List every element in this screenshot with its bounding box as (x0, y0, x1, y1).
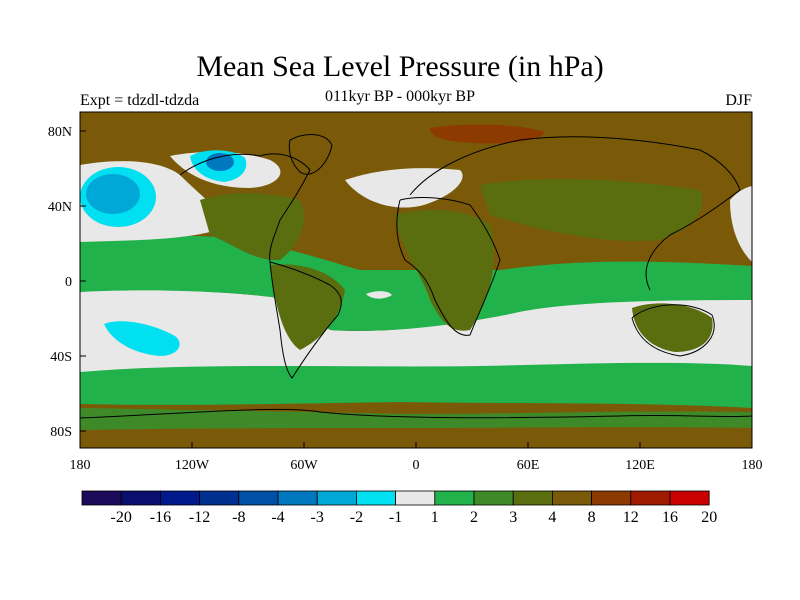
season-label: DJF (725, 92, 752, 109)
colorbar-cell (591, 490, 632, 506)
coast-antarctica (80, 408, 752, 419)
lat-tick-label: 80S (50, 425, 72, 440)
pressure-map (80, 112, 752, 448)
colorbar-label: -4 (271, 509, 284, 526)
colorbar-cell (512, 490, 553, 506)
colorbar: -20 -16 -12 -8 -4 -3 -2 -1 1 2 3 4 8 12 16 20 (81, 490, 717, 526)
longitude-axis: 180 120W 60W 0 60E 120E 180 (70, 442, 763, 473)
lon-tick-label: 120E (625, 458, 655, 473)
subtitle: 011kyr BP - 000kyr BP (325, 88, 475, 105)
colorbar-label: -1 (389, 509, 402, 526)
antarctic-band (80, 408, 752, 430)
coast-north-america (179, 153, 311, 263)
colorbar-cell (199, 490, 240, 506)
lat-tick-label: 40N (48, 200, 72, 215)
colorbar-label: -16 (150, 509, 171, 526)
colorbar-cell (81, 490, 122, 506)
colorbar-cell (355, 490, 396, 506)
southern-ocean-band (80, 361, 752, 408)
lon-tick-label: 0 (413, 458, 420, 473)
colorbar-cell (238, 490, 279, 506)
colorbar-label: 1 (431, 509, 439, 526)
colorbar-label: 3 (509, 509, 517, 526)
asia-zone (480, 178, 703, 241)
colorbar-label: 4 (548, 509, 556, 526)
colorbar-label: 2 (470, 509, 478, 526)
coast-south-america (269, 261, 342, 379)
coast-eurasia (409, 136, 741, 291)
lon-tick-label: 180 (742, 458, 763, 473)
coast-greenland (288, 134, 333, 175)
colorbar-label: -20 (111, 509, 132, 526)
colorbar-label: -2 (350, 509, 363, 526)
colorbar-cell (434, 490, 475, 506)
latitude-axis: 80N 40N 0 40S 80S (48, 125, 86, 440)
lat-tick-label: 0 (65, 275, 72, 290)
colorbar-label: -3 (311, 509, 324, 526)
north-america-zone (200, 193, 304, 261)
colorbar-cell (473, 490, 514, 506)
colorbar-cell (120, 490, 161, 506)
experiment-label: Expt = tdzdl-tdzda (80, 92, 200, 109)
colorbar-label: -12 (189, 509, 210, 526)
lat-tick-label: 80N (48, 125, 72, 140)
tropical-band (80, 235, 752, 331)
africa-zone (395, 209, 494, 331)
colorbar-cell (395, 490, 436, 506)
coast-australia (631, 304, 715, 357)
lon-tick-label: 120W (175, 458, 210, 473)
colorbar-cell (630, 490, 671, 506)
coast-africa (396, 197, 501, 336)
siberia-high (430, 124, 545, 144)
canada-low-inner (206, 153, 234, 171)
lon-tick-label: 60W (290, 458, 318, 473)
lon-tick-label: 180 (70, 458, 91, 473)
coastlines (80, 134, 752, 419)
atlantic-small-white (366, 291, 392, 299)
eastern-white-patch (730, 186, 752, 262)
north-pacific-low-inner (86, 174, 140, 214)
south-pacific-low (104, 321, 180, 356)
colorbar-cell (159, 490, 200, 506)
colorbar-label: 8 (588, 509, 596, 526)
colorbar-cell (277, 490, 318, 506)
colorbar-cell (316, 490, 357, 506)
lon-tick-label: 60E (517, 458, 540, 473)
southern-subtropic-band (80, 289, 752, 372)
colorbar-cell (669, 490, 710, 506)
australia-zone (632, 303, 713, 352)
colorbar-cell (552, 490, 593, 506)
colorbar-label: -8 (232, 509, 245, 526)
colorbar-label: 16 (662, 509, 678, 526)
lat-tick-label: 40S (50, 350, 72, 365)
page-title: Mean Sea Level Pressure (in hPa) (196, 50, 604, 83)
colorbar-label: 12 (623, 509, 639, 526)
colorbar-label: 20 (701, 509, 717, 526)
